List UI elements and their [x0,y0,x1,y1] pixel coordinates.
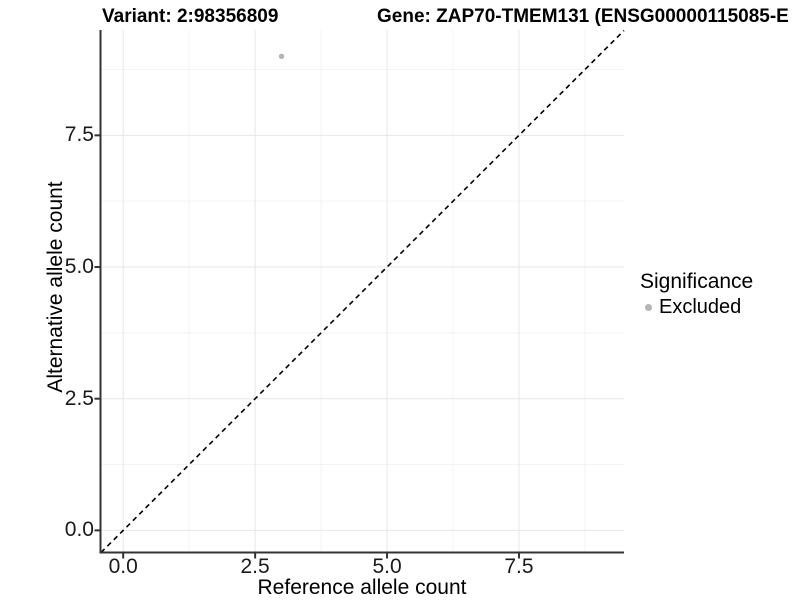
identity-reference-line [100,29,625,554]
data-point [278,53,285,60]
plot-title-gene: Gene: ZAP70-TMEM131 (ENSG00000115085-E [377,6,789,27]
y-tick-label: 7.5 [64,123,94,147]
legend-point-icon [645,303,652,311]
y-tick-label: 2.5 [64,386,94,410]
y-axis-title: Alternative allele count [44,181,67,393]
legend-item-excluded: Excluded [645,296,753,318]
plot-title-variant: Variant: 2:98356809 [102,6,279,27]
x-tick-label: 5.0 [372,555,402,578]
x-axis-title: Reference allele count [257,576,467,599]
legend-item-label: Excluded [659,296,742,318]
x-tick-label: 2.5 [240,555,270,578]
y-tick-label: 0.0 [64,518,94,542]
legend-title: Significance [640,270,754,293]
y-tick-label: 5.0 [64,255,94,279]
x-tick-label: 0.0 [108,555,138,578]
legend: Significance Excluded [640,270,753,318]
x-tick-label: 7.5 [504,555,534,578]
